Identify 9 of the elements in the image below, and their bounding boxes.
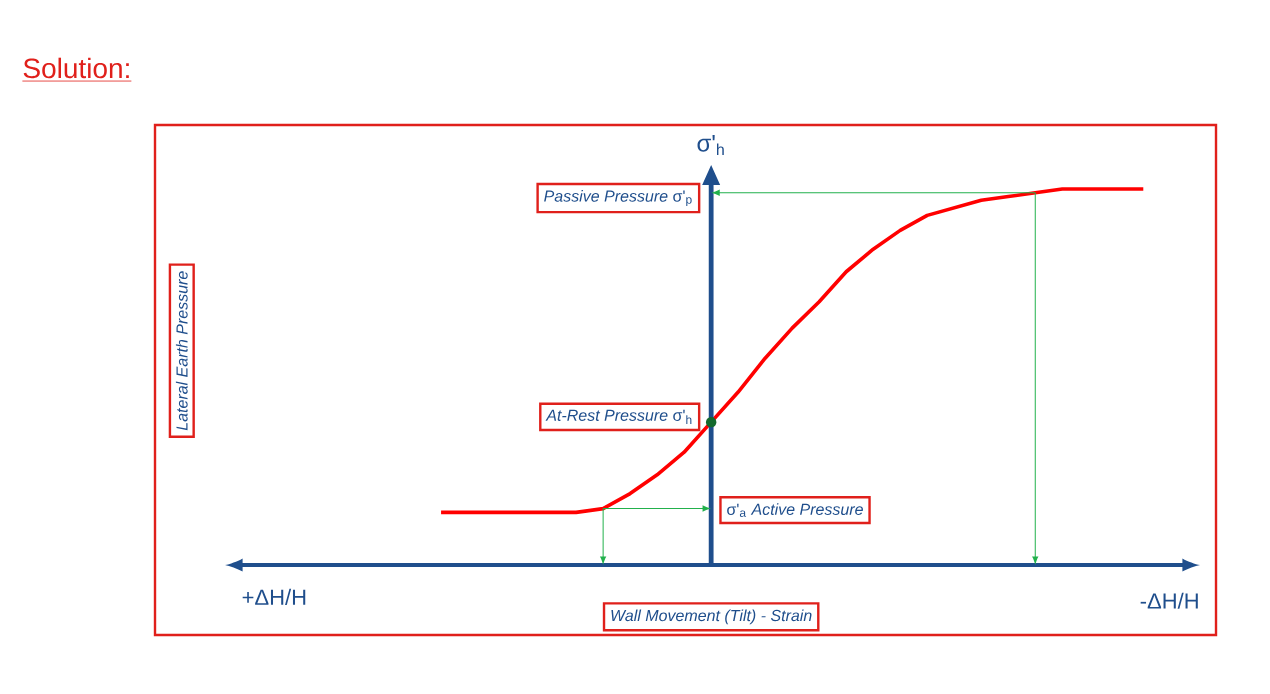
text: σ'$_{h}$ <box>697 134 724 156</box>
text: -ΔH/H <box>1140 592 1198 609</box>
annotation: At-Rest Pressure σ'$_{h}$ <box>545 409 692 424</box>
text: Lateral Earth Pressure <box>175 271 188 431</box>
annotation: Passive Pressure σ'$_{p}$ <box>544 190 692 207</box>
text: Solution: <box>23 57 129 79</box>
text: +ΔH/H <box>242 588 306 606</box>
x-axis-title: Wall Movement (Tilt) - Strain <box>611 609 812 625</box>
annotation: σ'$_{a}$ Active Pressure <box>727 503 863 517</box>
